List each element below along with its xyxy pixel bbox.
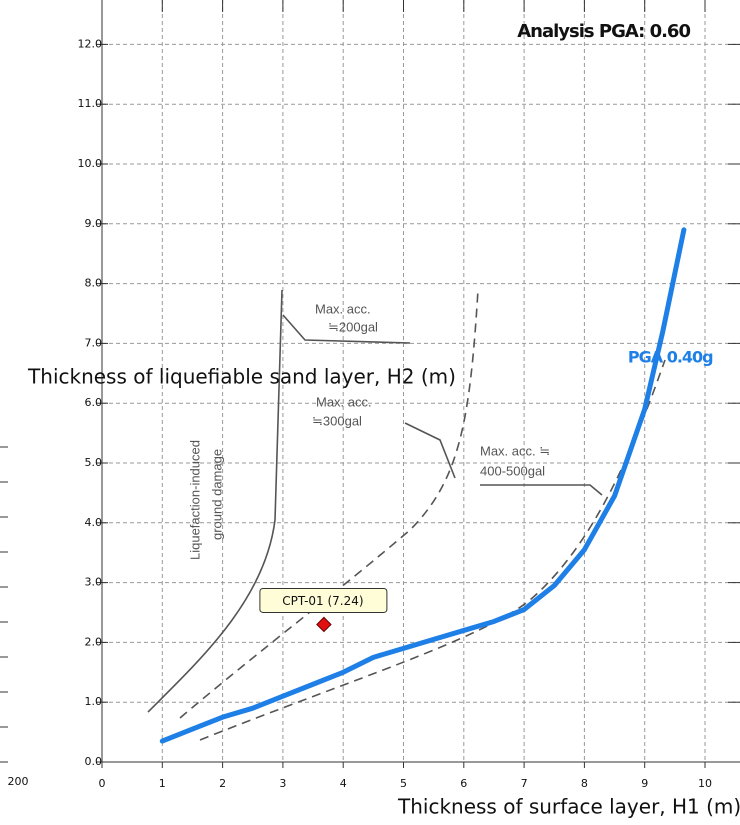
x-tick-label: 9 bbox=[641, 777, 648, 790]
scan-label: Max. acc. bbox=[316, 394, 372, 409]
scan-label: 400-500gal bbox=[480, 463, 545, 478]
x-axis-title: Thickness of surface layer, H1 (m) bbox=[397, 795, 740, 819]
scan-label: ≒300gal bbox=[312, 413, 362, 428]
scanned-background: Max. acc. ≒200gal Max. acc. ≒300gal Max.… bbox=[148, 290, 665, 740]
x-tick-label: 6 bbox=[460, 777, 467, 790]
axes: 0 1 2 3 4 5 6 7 8 9 10 0.0 1.0 2.0 3.0 4.0 5.0 6.0 7.0 8.0 9… bbox=[78, 0, 740, 790]
scan-label: Max. acc. bbox=[315, 301, 371, 316]
y-tick-label: 5.0 bbox=[85, 456, 103, 469]
chart: 0 1 2 3 4 5 6 7 8 9 10 0.0 1.0 2.0 3.0 4.0 5.0 6.0 7.0 8.0 9… bbox=[0, 0, 740, 825]
x-tick-label: 4 bbox=[340, 777, 347, 790]
scan-leader bbox=[405, 423, 455, 478]
y-tick-label: 4.0 bbox=[85, 516, 103, 529]
y-tick-label: 8.0 bbox=[85, 277, 103, 290]
scan-curve bbox=[200, 360, 665, 740]
x-tick-label: 8 bbox=[581, 777, 588, 790]
y-tick-label: 6.0 bbox=[85, 396, 103, 409]
scan-label: ground damage bbox=[209, 449, 224, 540]
y-tick-label: 12.0 bbox=[78, 37, 103, 50]
y-tick-label: 11.0 bbox=[78, 97, 103, 110]
scan-label: Max. acc. ≒ bbox=[480, 443, 550, 458]
point-label: CPT-01 (7.24) bbox=[282, 594, 363, 608]
y-tick-label: 9.0 bbox=[85, 217, 103, 230]
y-tick-label: 7.0 bbox=[85, 336, 103, 349]
y-tick-label: 0.0 bbox=[85, 755, 103, 768]
x-tick-label: 7 bbox=[521, 777, 528, 790]
x-tick-label: 2 bbox=[219, 777, 226, 790]
scan-curve bbox=[180, 290, 478, 718]
scan-label: Liquefaction-induced bbox=[187, 440, 202, 560]
y-tick-label: 2.0 bbox=[85, 635, 103, 648]
x-tick-label: 3 bbox=[279, 777, 286, 790]
y-tick-label: 1.0 bbox=[85, 695, 103, 708]
x-tick-label: 10 bbox=[698, 777, 712, 790]
x-tick-label: 5 bbox=[400, 777, 407, 790]
y-tick-label: 3.0 bbox=[85, 576, 103, 589]
line bbox=[162, 230, 684, 741]
left-stub-axis: 200 bbox=[0, 447, 29, 788]
annotation: Analysis PGA: 0.60 bbox=[517, 21, 690, 42]
point bbox=[317, 617, 331, 631]
scan-label: ≒200gal bbox=[328, 319, 378, 334]
scan-leader bbox=[480, 485, 602, 495]
y-axis-title: Thickness of liquefiable sand layer, H2 … bbox=[27, 365, 456, 389]
stub-axis-label: 200 bbox=[8, 775, 29, 788]
x-tick-label: 0 bbox=[99, 777, 106, 790]
y-tick-label: 10.0 bbox=[78, 157, 103, 170]
series-label: PGA 0.40g bbox=[628, 347, 713, 366]
x-tick-label: 1 bbox=[159, 777, 166, 790]
